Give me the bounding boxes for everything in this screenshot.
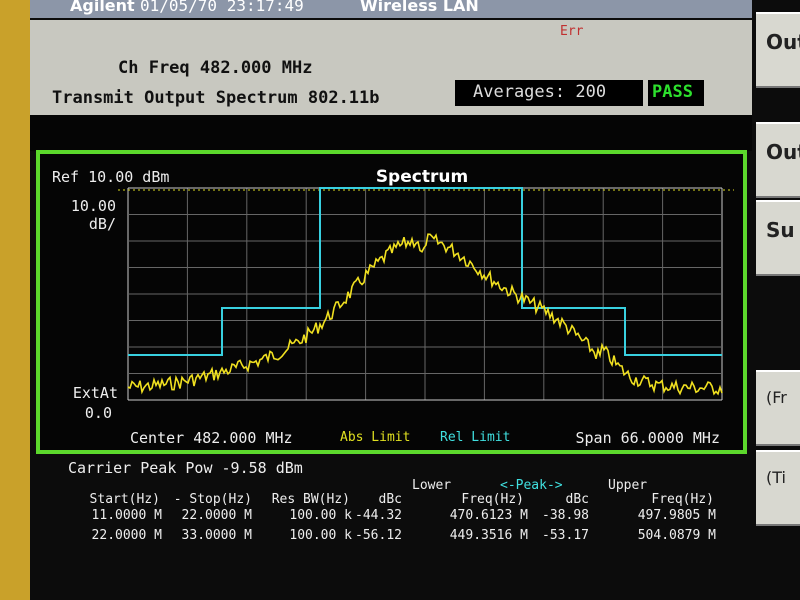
- brand: Agilent: [70, 0, 135, 15]
- cell: -44.32: [355, 508, 402, 523]
- column-header: dBc: [378, 492, 402, 507]
- column-header: Freq(Hz): [461, 492, 524, 507]
- column-header: Start(Hz): [89, 492, 160, 507]
- group-label: Lower: [412, 478, 452, 493]
- column-header: dBc: [565, 492, 589, 507]
- mode: Wireless LAN: [360, 0, 479, 15]
- bezel: [0, 0, 30, 600]
- column-header: Freq(Hz): [651, 492, 714, 507]
- datetime: 01/05/70 23:17:49: [140, 0, 304, 15]
- measurement: Transmit Output Spectrum 802.11b: [52, 88, 380, 108]
- cell: 504.0879 M: [637, 528, 716, 543]
- message-bar: [30, 115, 752, 151]
- plot-title: Spectrum: [376, 167, 468, 187]
- trace: [127, 233, 723, 396]
- cell: 470.6123 M: [449, 508, 528, 523]
- column-header: Res BW(Hz): [271, 492, 350, 507]
- cell: -38.98: [542, 508, 589, 523]
- cell: 33.0000 M: [181, 528, 252, 543]
- plot-frame: [36, 150, 747, 454]
- error-flag: Err: [560, 24, 584, 39]
- rel-limit-line: [128, 187, 722, 356]
- cell: 449.3516 M: [449, 528, 528, 543]
- cell: -53.17: [542, 528, 589, 543]
- center-freq: Center 482.000 MHz: [130, 429, 293, 447]
- cell: 22.0000 M: [91, 528, 162, 543]
- softkey: (Ti: [756, 450, 800, 526]
- softkey: Out: [756, 12, 800, 88]
- cell: 100.00 k: [289, 528, 352, 543]
- top-bar: [30, 0, 752, 18]
- ext-atten: ExtAt: [73, 384, 118, 402]
- cell: -56.12: [355, 528, 402, 543]
- softkey: Su: [756, 200, 800, 276]
- scale: 10.00: [71, 197, 116, 215]
- ref-level: Ref 10.00 dBm: [52, 168, 169, 186]
- group-label: <-Peak->: [500, 478, 563, 493]
- column-header: - Stop(Hz): [173, 492, 252, 507]
- scale-unit: dB/: [89, 215, 116, 233]
- status: PASS: [648, 80, 704, 106]
- carrier-power: Carrier Peak Pow -9.58 dBm: [68, 459, 303, 477]
- span: Span 66.0000 MHz: [576, 429, 721, 447]
- ch-freq: Ch Freq 482.000 MHz: [118, 58, 313, 78]
- abs-limit-legend: Abs Limit: [340, 430, 410, 445]
- softkey: Out: [756, 122, 800, 198]
- averages: Averages: 200: [455, 80, 643, 106]
- group-label: Upper: [608, 478, 648, 493]
- cell: 100.00 k: [289, 508, 352, 523]
- ext-atten-value: 0.0: [85, 404, 112, 422]
- softkey: (Fr: [756, 370, 800, 446]
- cell: 11.0000 M: [91, 508, 162, 523]
- cell: 22.0000 M: [181, 508, 252, 523]
- cell: 497.9805 M: [637, 508, 716, 523]
- rel-limit-legend: Rel Limit: [440, 430, 510, 445]
